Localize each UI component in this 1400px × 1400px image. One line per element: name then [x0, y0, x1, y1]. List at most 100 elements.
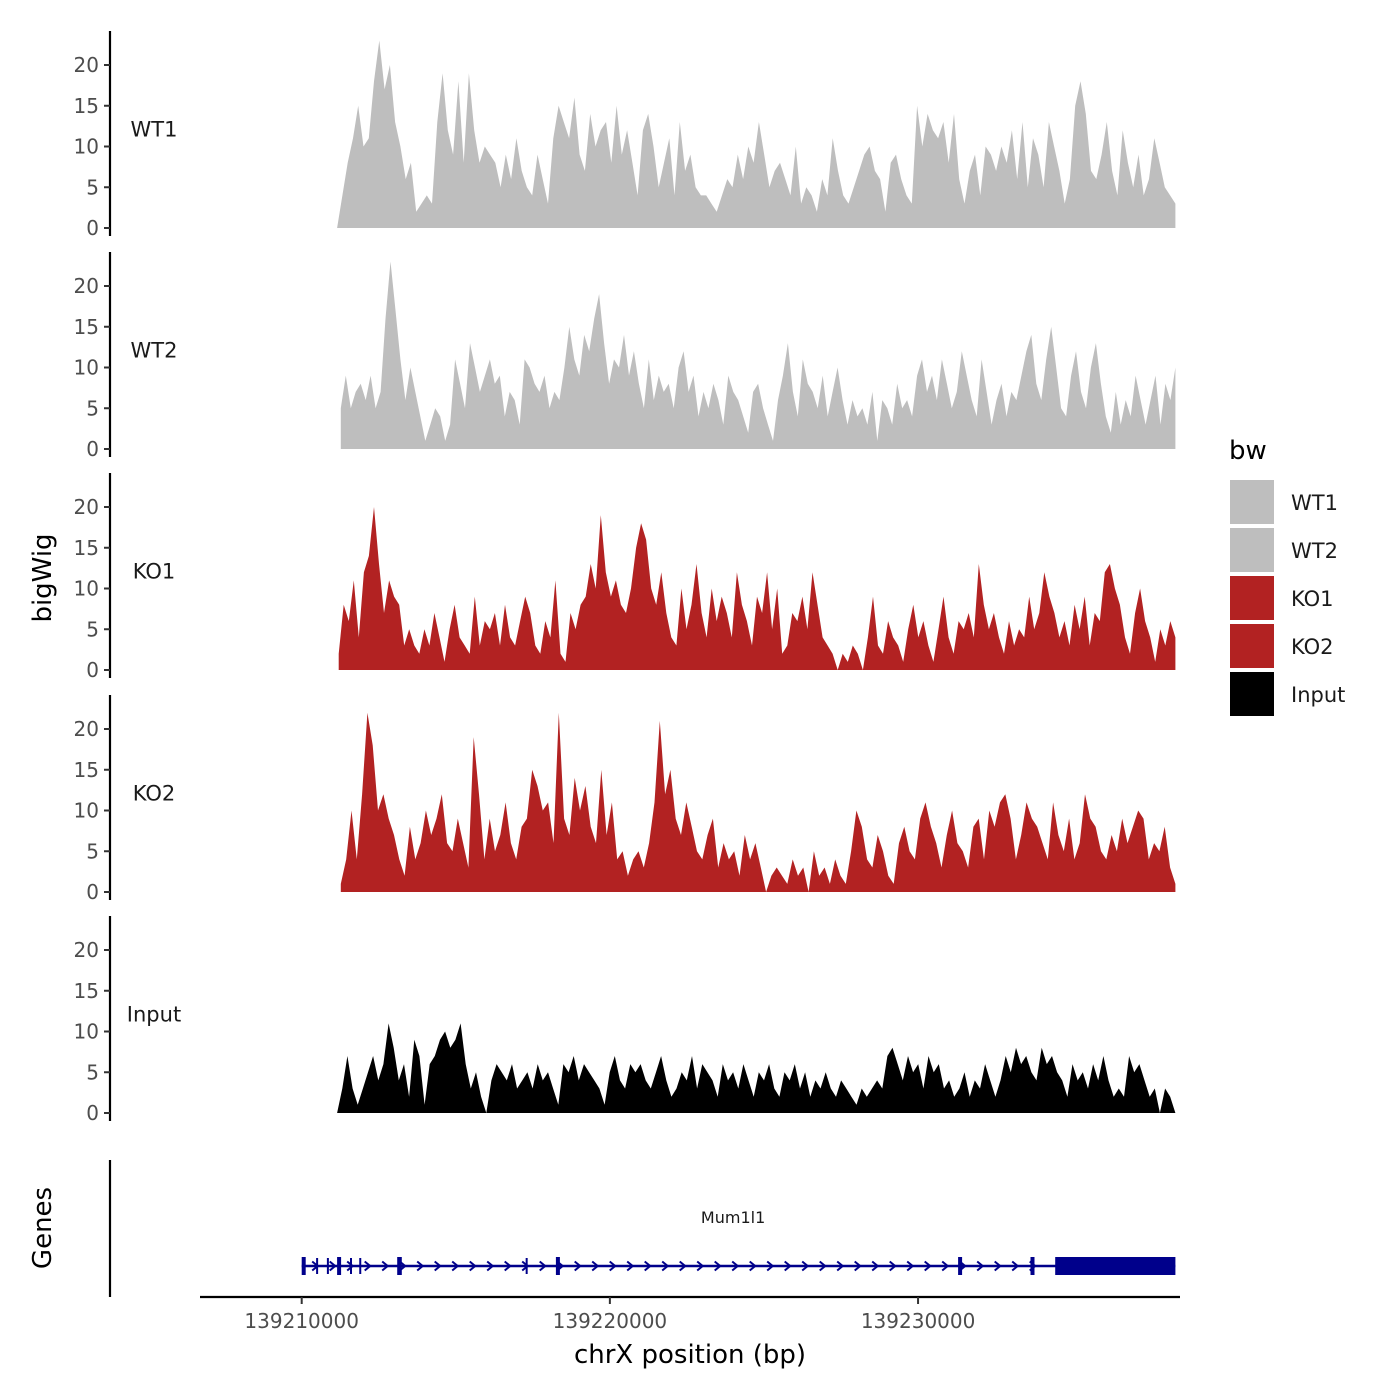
- strand-arrow: [521, 1260, 530, 1272]
- exon: [555, 1257, 560, 1275]
- y-tick-label: 20: [74, 717, 99, 741]
- y-tick-label: 5: [86, 1060, 99, 1084]
- legend-label-wt1: WT1: [1291, 491, 1338, 515]
- y-tick-label: 10: [74, 799, 99, 823]
- strand-arrow: [766, 1260, 775, 1272]
- gene-name-label: Mum1l1: [701, 1208, 765, 1227]
- x-tick-label: 139220000: [553, 1309, 668, 1333]
- legend-swatch-input: [1230, 672, 1274, 716]
- y-tick-label: 0: [86, 880, 99, 904]
- strand-arrow: [749, 1260, 757, 1272]
- y-tick-label: 5: [86, 175, 99, 199]
- legend-title: bw: [1229, 436, 1267, 466]
- legend-swatch-wt1: [1230, 480, 1274, 524]
- strand-arrow: [451, 1260, 460, 1272]
- strand-arrow: [661, 1260, 670, 1272]
- y-tick-label: 15: [74, 758, 99, 782]
- strand-arrow: [801, 1260, 810, 1272]
- strand-arrow: [836, 1260, 845, 1272]
- legend-label-input: Input: [1291, 683, 1345, 707]
- legend-swatch-wt2: [1230, 528, 1274, 572]
- x-axis-title: chrX position (bp): [574, 1340, 806, 1370]
- track-label: WT2: [131, 339, 178, 363]
- y-tick-label: 15: [74, 94, 99, 118]
- exon: [1030, 1257, 1035, 1275]
- strand-arrow: [679, 1260, 687, 1272]
- strand-arrow: [591, 1260, 600, 1272]
- y-tick-label: 0: [86, 437, 99, 461]
- track-wt1: 0 5 10 15 20 WT1: [74, 31, 1176, 240]
- coverage-area-input: [337, 1023, 1176, 1113]
- gene-track: Mum1l1: [108, 1160, 1176, 1297]
- strand-arrow: [871, 1260, 880, 1272]
- legend: bw WT1 WT2 KO1 KO2 Input: [1229, 436, 1345, 716]
- strand-arrow: [329, 1260, 337, 1272]
- y-tick-label: 5: [86, 617, 99, 641]
- legend-label-ko2: KO2: [1291, 635, 1334, 659]
- strand-arrow: [714, 1260, 722, 1272]
- strand-arrow: [784, 1260, 792, 1272]
- y-tick-label: 20: [74, 53, 99, 77]
- strand-arrow: [994, 1260, 1002, 1272]
- y-tick-label: 0: [86, 1101, 99, 1125]
- legend-label-ko1: KO1: [1291, 587, 1334, 611]
- strand-arrow: [364, 1260, 372, 1272]
- y-tick-label: 10: [74, 356, 99, 380]
- strand-arrow: [976, 1260, 985, 1272]
- y-tick-label: 15: [74, 979, 99, 1003]
- y-tick-label: 20: [74, 938, 99, 962]
- y-axis-title: bigWig: [28, 533, 58, 622]
- strand-arrow: [924, 1260, 932, 1272]
- y-tick-label: 10: [74, 135, 99, 159]
- y-tick-label: 10: [74, 577, 99, 601]
- x-tick-label: 139230000: [861, 1309, 976, 1333]
- strand-arrow: [626, 1260, 635, 1272]
- strand-arrow: [486, 1260, 495, 1272]
- y-tick-label: 5: [86, 839, 99, 863]
- exon: [958, 1257, 963, 1275]
- exon: [301, 1257, 306, 1275]
- coverage-area-ko1: [338, 507, 1176, 670]
- track-label: KO1: [133, 560, 176, 584]
- track-wt2: 0 5 10 15 20 WT2: [74, 252, 1176, 461]
- strand-arrow: [416, 1260, 425, 1272]
- exon: [337, 1257, 342, 1275]
- track-label: KO2: [133, 782, 176, 806]
- y-tick-label: 10: [74, 1020, 99, 1044]
- legend-label-wt2: WT2: [1291, 539, 1338, 563]
- gene-track-title: Genes: [28, 1187, 58, 1269]
- y-tick-label: 0: [86, 658, 99, 682]
- strand-arrow: [906, 1260, 915, 1272]
- track-ko2: 0 5 10 15 20 KO2: [74, 695, 1176, 904]
- x-tick-label: 139210000: [244, 1309, 359, 1333]
- legend-swatch-ko2: [1230, 624, 1274, 668]
- strand-arrow: [346, 1260, 355, 1272]
- strand-arrow: [731, 1260, 740, 1272]
- strand-arrow: [574, 1260, 582, 1272]
- y-tick-label: 20: [74, 274, 99, 298]
- strand-arrow: [819, 1260, 827, 1272]
- y-tick-label: 15: [74, 536, 99, 560]
- coverage-area-wt1: [337, 40, 1176, 228]
- exon: [1055, 1257, 1176, 1275]
- strand-arrow: [854, 1260, 862, 1272]
- strand-arrow: [644, 1260, 652, 1272]
- y-tick-label: 15: [74, 315, 99, 339]
- strand-arrow: [1011, 1260, 1020, 1272]
- legend-swatch-ko1: [1230, 576, 1274, 620]
- y-tick-label: 20: [74, 495, 99, 519]
- strand-arrow: [434, 1260, 442, 1272]
- strand-arrow: [941, 1260, 950, 1272]
- strand-arrow: [381, 1260, 390, 1272]
- strand-arrow: [539, 1260, 547, 1272]
- y-tick-label: 5: [86, 396, 99, 420]
- coverage-area-ko2: [340, 712, 1176, 892]
- strand-arrow: [696, 1260, 705, 1272]
- track-label: WT1: [131, 118, 178, 142]
- strand-arrow: [504, 1260, 512, 1272]
- exon: [397, 1257, 402, 1275]
- strand-arrow: [889, 1260, 897, 1272]
- coverage-area-wt2: [340, 261, 1176, 449]
- track-input: 0 5 10 15 20 Input: [74, 916, 1176, 1125]
